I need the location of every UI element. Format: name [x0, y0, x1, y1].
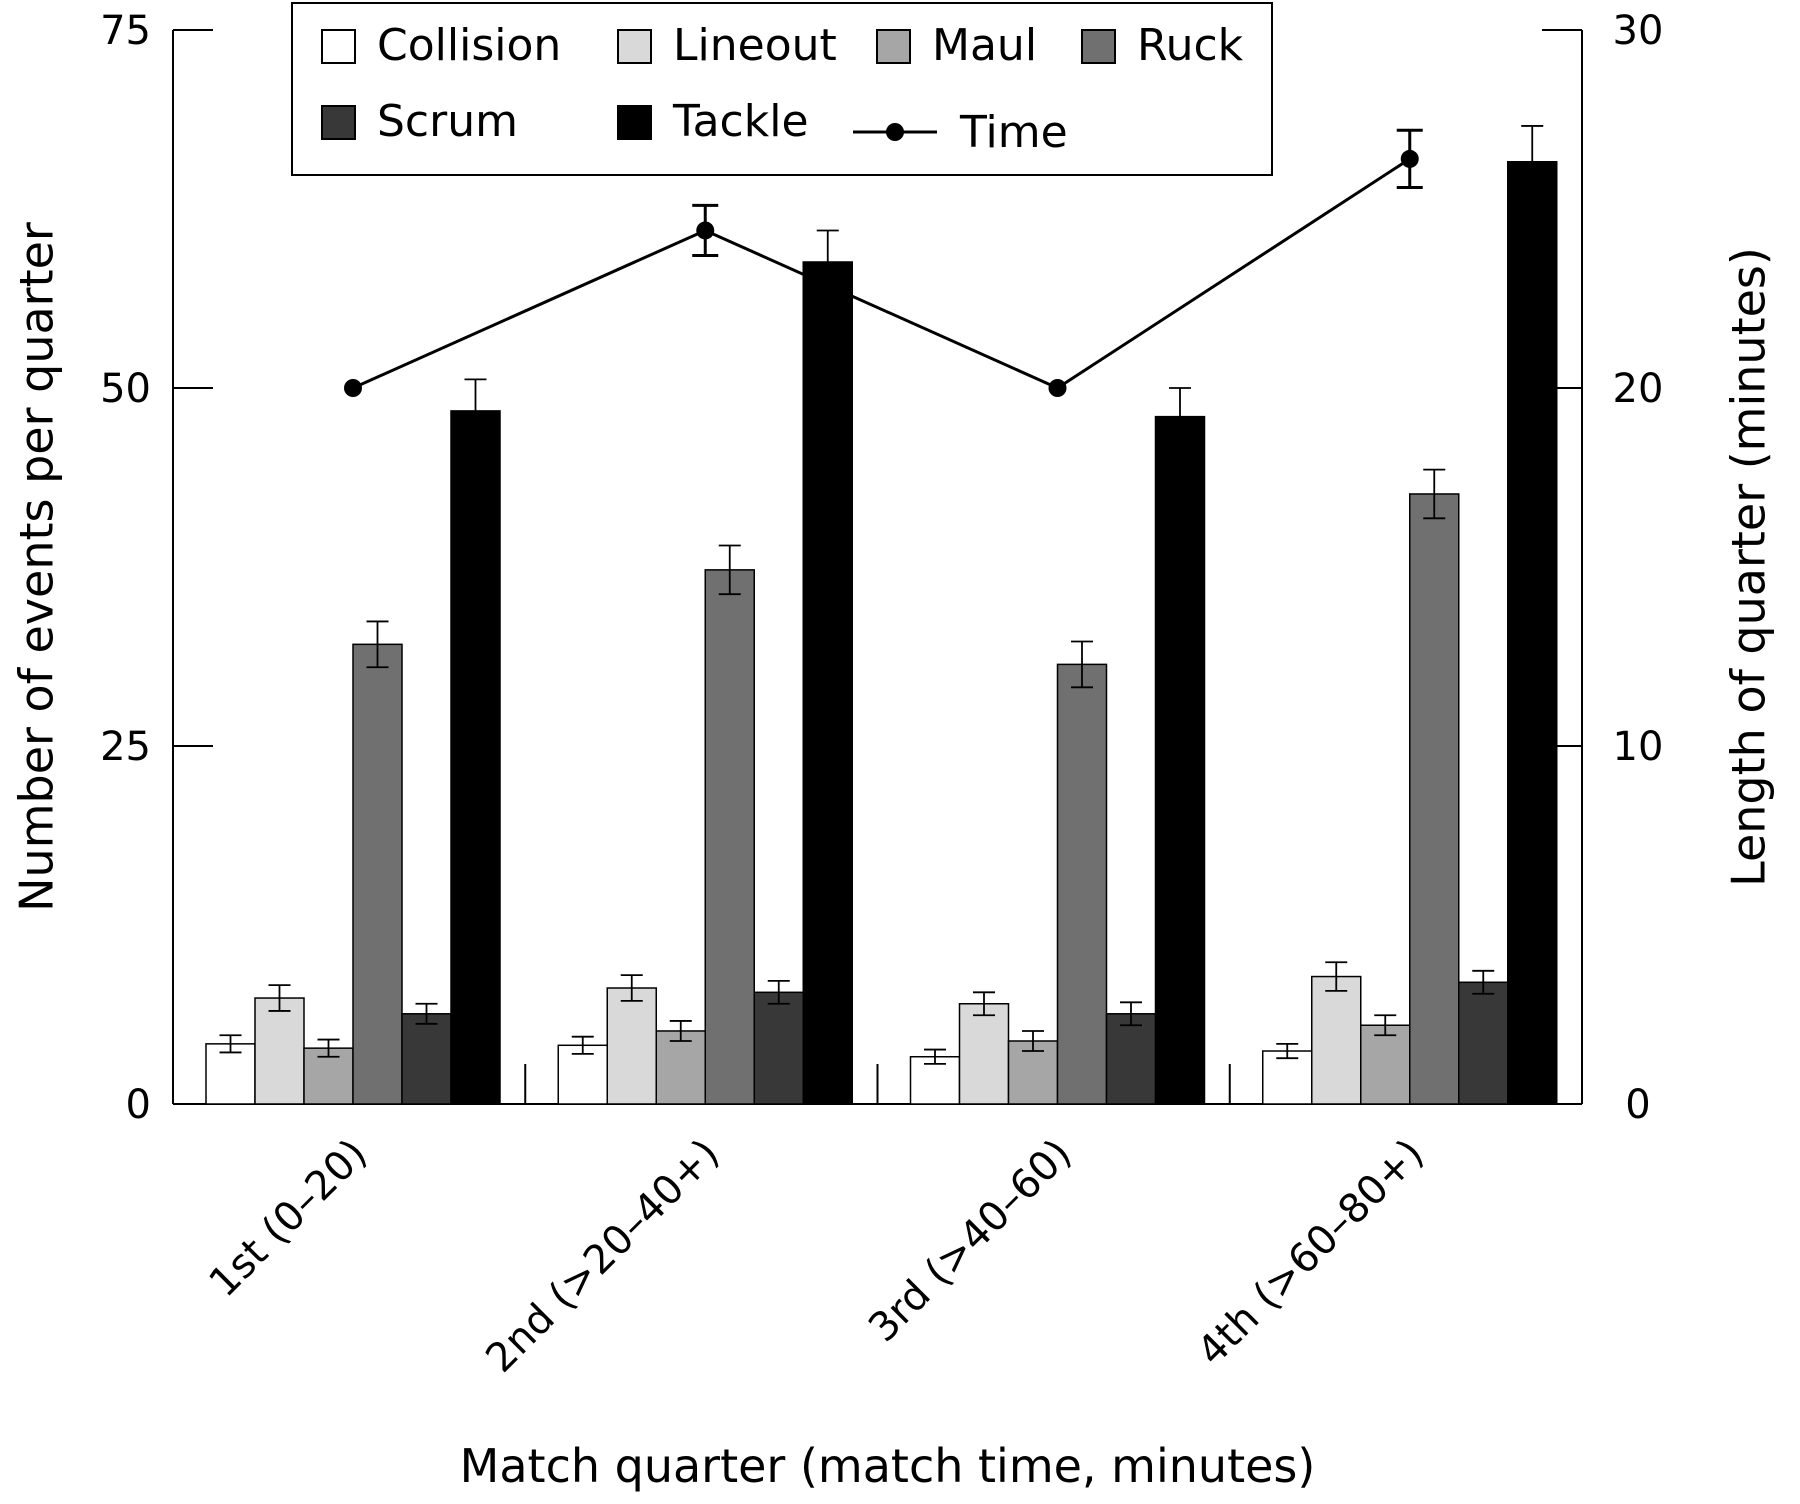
bar-ruck	[1409, 493, 1460, 1105]
legend-label-scrum: Scrum	[377, 96, 518, 147]
legend-label-lineout: Lineout	[673, 20, 837, 71]
bar-lineout	[958, 1003, 1010, 1105]
legend-swatch-scrum	[321, 105, 356, 140]
time-point	[696, 221, 715, 240]
legend-swatch-time-marker	[886, 123, 904, 141]
y-left-tick-label: 75	[100, 8, 151, 54]
legend: Collision Lineout Maul Ruck Scrum Tackle Time	[291, 2, 1273, 176]
legend-label-collision: Collision	[377, 20, 561, 71]
bar-ruck	[352, 643, 403, 1105]
y-left-tick-label: 25	[100, 724, 151, 770]
legend-swatch-tackle	[617, 105, 652, 140]
bar-maul	[655, 1030, 706, 1105]
y-left-tick-label: 50	[100, 366, 151, 412]
x-axis-title: Match quarter (match time, minutes)	[460, 1439, 1316, 1493]
bar-scrum	[753, 991, 804, 1105]
legend-swatch-ruck	[1081, 29, 1116, 64]
bar-scrum	[1458, 981, 1509, 1105]
y-right-tick-label: 30	[1613, 8, 1664, 54]
legend-label-tackle: Tackle	[672, 96, 809, 147]
legend-swatch-collision	[321, 29, 356, 64]
bar-collision	[557, 1044, 608, 1105]
y-right-tick-label: 0	[1625, 1082, 1650, 1128]
bar-lineout	[606, 987, 657, 1105]
y-right-tick-label: 10	[1613, 724, 1664, 770]
time-point	[1048, 379, 1067, 397]
bar-tackle	[1507, 160, 1558, 1105]
bar-lineout	[254, 997, 305, 1105]
x-tick-label: 2nd (>20–40+)	[477, 1131, 728, 1382]
bar-lineout	[1311, 975, 1362, 1105]
time-line-path	[352, 157, 1411, 390]
bar-maul	[1360, 1024, 1411, 1105]
legend-label-maul: Maul	[932, 20, 1037, 71]
legend-label-ruck: Ruck	[1137, 20, 1244, 71]
time-point	[1400, 149, 1419, 168]
bar-scrum	[401, 1013, 452, 1105]
bar-tackle	[802, 261, 853, 1105]
bar-tackle	[450, 410, 501, 1105]
legend-label-time: Time	[959, 107, 1068, 158]
x-tick-label: 1st (0–20)	[201, 1131, 377, 1307]
legend-swatch-maul	[876, 29, 911, 64]
y-axis-right-title: Length of quarter (minutes)	[1722, 247, 1776, 887]
bars	[205, 125, 1558, 1105]
bar-scrum	[1105, 1013, 1157, 1105]
y-axis-left-title: Number of events per quarter	[10, 222, 64, 912]
legend-swatch-lineout	[617, 29, 652, 64]
time-line	[344, 128, 1423, 397]
x-tick-label: 3rd (>40–60)	[860, 1131, 1080, 1351]
x-tick-label: 4th (>60–80+)	[1189, 1131, 1433, 1375]
time-point	[344, 379, 362, 397]
y-left-tick-label: 0	[126, 1082, 151, 1128]
bar-ruck	[704, 569, 755, 1105]
bar-tackle	[1154, 415, 1206, 1105]
bar-ruck	[1056, 663, 1108, 1105]
y-right-tick-label: 20	[1613, 366, 1664, 412]
